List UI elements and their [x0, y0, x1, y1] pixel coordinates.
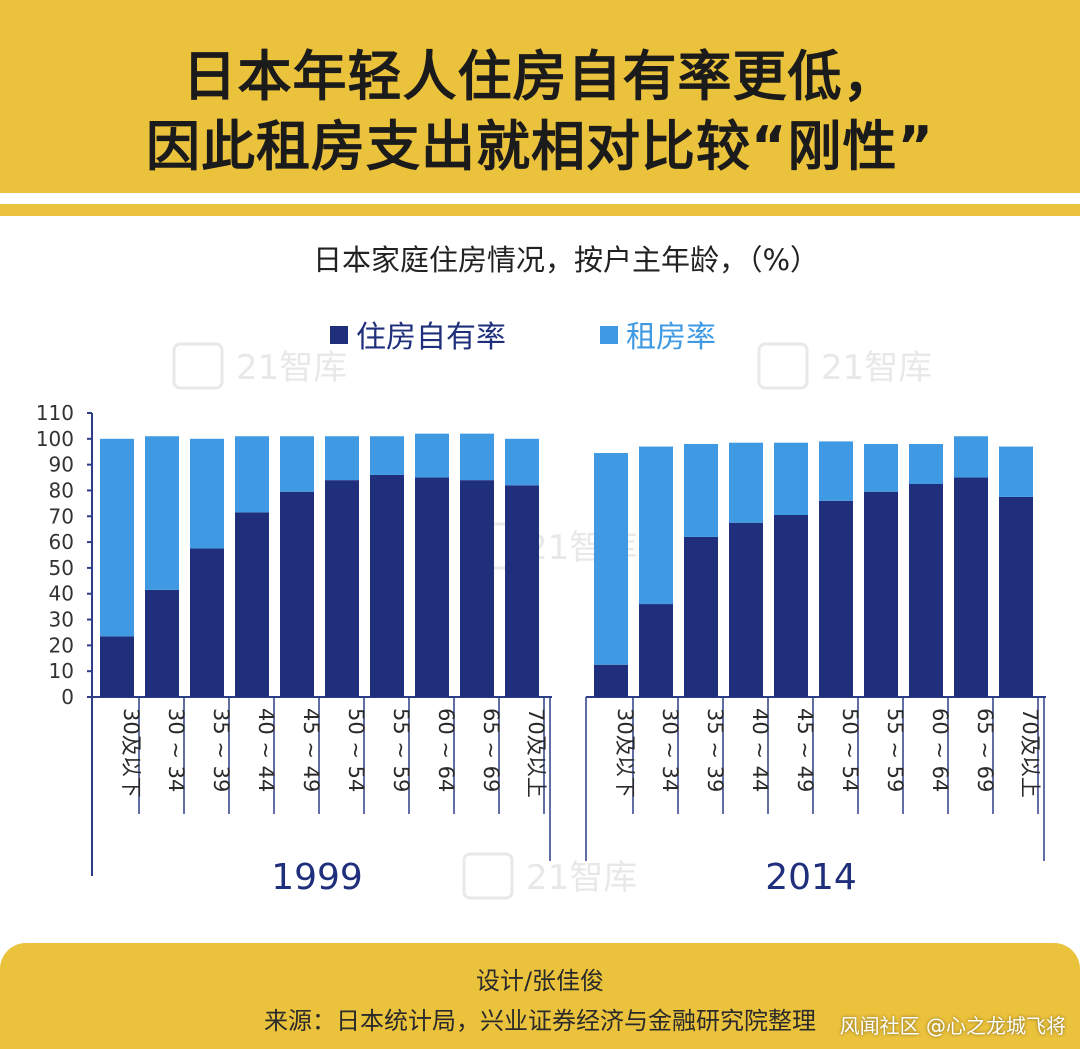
bar-rented	[909, 443, 943, 484]
bar-rented	[325, 436, 359, 481]
header-banner: 日本年轻人住房自有率更低， 因此租房支出就相对比较“刚性”	[0, 0, 1080, 193]
x-tick-label: 40 ~ 44	[748, 708, 772, 792]
bar-owned	[819, 500, 853, 697]
bar-rented	[639, 446, 673, 605]
watermark-logo-text: 21智库	[821, 348, 932, 388]
x-tick-label: 35 ~ 39	[703, 708, 727, 792]
bar-rented	[864, 443, 898, 492]
x-tick-label: 65 ~ 69	[479, 708, 503, 792]
source-note: 来源：日本统计局，兴业证券经济与金融研究院整理	[264, 1007, 816, 1035]
x-tick-label: 30 ~ 34	[658, 708, 682, 792]
bar-rented	[100, 438, 134, 637]
x-tick-label: 30及以下	[119, 708, 143, 798]
bar-owned	[145, 589, 179, 697]
bar-owned	[864, 491, 898, 697]
bar-owned	[415, 477, 449, 697]
bar-rented	[370, 436, 404, 475]
bar-owned	[909, 484, 943, 697]
x-tick-label: 65 ~ 69	[973, 708, 997, 792]
bar-rented	[729, 442, 763, 523]
x-tick-label: 55 ~ 59	[883, 708, 907, 792]
bar-rented	[145, 436, 179, 590]
y-tick-label: 100	[36, 427, 74, 451]
y-tick-label: 90	[49, 453, 74, 477]
legend-swatch-rented	[600, 326, 618, 344]
bar-owned	[370, 474, 404, 697]
watermark-logo-icon	[757, 342, 809, 390]
x-tick-label: 40 ~ 44	[254, 708, 278, 792]
footer-banner: 设计/张佳俊 来源：日本统计局，兴业证券经济与金融研究院整理	[0, 943, 1080, 1049]
bar-rented	[774, 442, 808, 515]
y-tick-label: 50	[49, 556, 74, 580]
bar-owned	[639, 604, 673, 697]
y-tick-label: 80	[49, 478, 74, 502]
bar-owned	[280, 491, 314, 697]
x-tick-label: 45 ~ 49	[793, 708, 817, 792]
watermark-logo: 21智库	[462, 852, 637, 900]
bar-rented	[505, 438, 539, 486]
bar-owned	[190, 548, 224, 697]
legend-swatch-owned	[330, 326, 348, 344]
x-tick-label: 70及以上	[1018, 708, 1042, 798]
watermark-logo: 21智库	[757, 342, 932, 390]
x-tick-label: 70及以上	[524, 708, 548, 798]
legend-label-owned: 住房自有率	[356, 320, 506, 355]
y-tick-label: 30	[49, 608, 74, 632]
watermark-logo-text: 21智库	[236, 348, 347, 388]
page-title-line-2: 因此租房支出就相对比较“刚性”	[146, 115, 934, 178]
y-tick-label: 60	[49, 530, 74, 554]
legend-label-rented: 租房率	[626, 320, 716, 355]
bar-owned	[325, 480, 359, 697]
y-tick-label: 110	[36, 401, 74, 425]
y-tick-label: 40	[49, 582, 74, 606]
bar-rented	[684, 443, 718, 537]
bar-rented	[594, 453, 628, 665]
bar-owned	[999, 496, 1033, 697]
bar-owned	[235, 512, 269, 697]
y-tick-label: 10	[49, 659, 74, 683]
y-tick-label: 70	[49, 504, 74, 528]
group-label: 1999	[271, 857, 363, 898]
x-tick-label: 50 ~ 54	[838, 708, 862, 792]
page-title-line-1: 日本年轻人住房自有率更低，	[182, 45, 898, 108]
y-tick-label: 0	[61, 685, 74, 709]
x-tick-label: 45 ~ 49	[299, 708, 323, 792]
bar-rented	[415, 433, 449, 478]
bar-owned	[774, 514, 808, 697]
watermark-logo: 21智库	[172, 342, 347, 390]
bar-rented	[235, 436, 269, 513]
watermark-logo-text: 21智库	[526, 858, 637, 898]
bar-rented	[460, 433, 494, 481]
bar-owned	[505, 485, 539, 697]
watermark-logo-icon	[172, 342, 224, 390]
bar-owned	[460, 480, 494, 697]
bar-owned	[594, 664, 628, 697]
bar-rented	[190, 438, 224, 549]
x-tick-label: 35 ~ 39	[209, 708, 233, 792]
x-tick-label: 60 ~ 64	[928, 708, 952, 792]
header-stripe	[0, 204, 1080, 216]
platform-watermark: 风闻社区 @心之龙城飞将	[839, 1014, 1066, 1038]
group-label: 2014	[765, 857, 857, 898]
watermark-logo-icon	[462, 852, 514, 900]
x-tick-label: 30 ~ 34	[164, 708, 188, 792]
bar-rented	[954, 436, 988, 478]
x-tick-label: 50 ~ 54	[344, 708, 368, 792]
chart-title: 日本家庭住房情况，按户主年龄，（%）	[313, 243, 819, 277]
designer-credit: 设计/张佳俊	[475, 967, 605, 995]
bar-rented	[999, 446, 1033, 497]
bar-owned	[684, 536, 718, 697]
y-tick-label: 20	[49, 633, 74, 657]
x-tick-label: 60 ~ 64	[434, 708, 458, 792]
x-tick-label: 55 ~ 59	[389, 708, 413, 792]
x-tick-label: 30及以下	[613, 708, 637, 798]
bar-owned	[729, 522, 763, 697]
bar-rented	[819, 441, 853, 501]
bar-owned	[100, 636, 134, 697]
legend: 住房自有率 租房率	[330, 320, 716, 355]
bar-rented	[280, 436, 314, 492]
bar-owned	[954, 477, 988, 697]
